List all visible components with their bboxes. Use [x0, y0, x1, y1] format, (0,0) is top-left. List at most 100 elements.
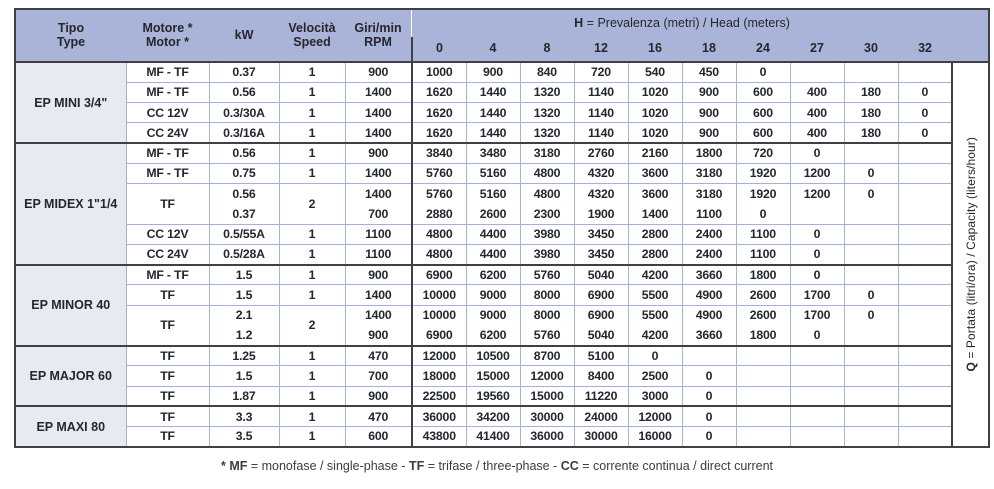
type-cell: EP MINI 3/4" [15, 61, 126, 143]
capacity-cell: 30000 [519, 405, 574, 427]
capacity-cell [843, 325, 898, 346]
table-row: TF 0.56 2 1400 5760 5160 4800 4320 3600 3180 1920 1… [15, 182, 989, 224]
capacity-cell: 5040 [573, 325, 628, 346]
capacity-cell: 1620 [411, 122, 466, 143]
motor-cell: TF [125, 344, 209, 366]
rpm-cell: 1400 [344, 81, 412, 103]
capacity-cell: 24000 [573, 405, 628, 427]
capacity-cell: 1920 [735, 182, 790, 204]
capacity-cell [843, 425, 898, 447]
speed-cell: 1 [278, 162, 345, 184]
head-col-label: 30 [844, 37, 898, 62]
motor-cell: TF [125, 385, 209, 407]
motor-cell: CC 12V [125, 101, 209, 123]
capacity-cell: 4200 [627, 325, 682, 346]
capacity-cell: 12000 [519, 365, 574, 386]
capacity-cell: 1200 [789, 162, 844, 184]
capacity-cell [897, 162, 953, 184]
capacity-cell: 2300 [519, 203, 574, 224]
capacity-cell: 180 [843, 101, 898, 123]
capacity-cell: 3000 [627, 385, 682, 407]
rpm-cell: 470 [344, 344, 412, 366]
capacity-cell: 5160 [465, 182, 520, 204]
rpm-cell: 900 [344, 60, 412, 83]
capacity-cell: 0 [681, 405, 736, 427]
capacity-cell [897, 203, 953, 224]
head-col-label: 27 [790, 37, 844, 62]
speed-cell: 1 [278, 284, 345, 305]
capacity-cell: 2600 [735, 304, 790, 326]
capacity-cell: 400 [789, 81, 844, 103]
capacity-cell: 5500 [627, 284, 682, 305]
capacity-cell [789, 405, 844, 427]
capacity-cell: 0 [735, 60, 790, 83]
capacity-cell: 450 [681, 60, 736, 83]
footnote-segment: = corrente continua / direct current [578, 459, 774, 473]
capacity-cell: 600 [735, 122, 790, 143]
capacity-axis-symbol: Q [963, 362, 978, 372]
capacity-cell: 5160 [465, 162, 520, 184]
capacity-cell [789, 365, 844, 386]
capacity-cell [735, 425, 790, 447]
capacity-cell [897, 405, 953, 427]
capacity-cell: 1620 [411, 101, 466, 123]
capacity-cell: 0 [789, 325, 844, 346]
capacity-axis-label: Q = Portata (litri/ora) / Capacity (lite… [963, 137, 978, 372]
head-col-label: 12 [574, 37, 628, 62]
capacity-cell: 1920 [735, 162, 790, 184]
col-header-motor-it: Motore * [142, 20, 193, 35]
rpm-cell: 700 [344, 203, 412, 224]
capacity-cell: 1020 [627, 81, 682, 103]
capacity-cell [843, 223, 898, 245]
head-col-label: 24 [736, 37, 790, 62]
capacity-cell: 720 [735, 141, 790, 164]
header-row-2: 0 4 8 12 16 18 24 27 30 32 [15, 37, 989, 62]
capacity-cell [897, 182, 953, 204]
speed-cell: 1 [278, 344, 345, 366]
capacity-cell [843, 243, 898, 265]
capacity-cell: 0 [897, 81, 953, 103]
capacity-cell: 4900 [681, 284, 736, 305]
capacity-cell: 0 [627, 344, 682, 366]
capacity-cell: 1320 [519, 122, 574, 143]
motor-cell: TF [125, 183, 209, 224]
capacity-cell: 36000 [411, 405, 466, 427]
motor-cell: MF - TF [125, 162, 209, 184]
rpm-cell: 1400 [344, 162, 412, 184]
capacity-cell [735, 405, 790, 427]
head-meters-header: H = Prevalenza (metri) / Head (meters) [412, 9, 953, 37]
rpm-cell: 600 [344, 425, 412, 447]
capacity-cell: 36000 [519, 425, 574, 447]
capacity-cell [789, 385, 844, 407]
capacity-axis-cell: Q = Portata (litri/ora) / Capacity (lite… [951, 61, 990, 447]
capacity-cell: 8400 [573, 365, 628, 386]
rpm-cell: 900 [344, 263, 412, 285]
capacity-cell: 4800 [411, 243, 466, 265]
kw-cell: 3.3 [208, 405, 279, 427]
type-cell: EP MAXI 80 [15, 405, 126, 447]
table-row: EP MAXI 80 TF 3.3 1 470 36000 34200 30000 24000 1… [15, 405, 989, 447]
capacity-cell: 180 [843, 122, 898, 143]
capacity-cell: 10000 [411, 284, 466, 305]
capacity-cell [897, 60, 953, 83]
capacity-cell: 0 [735, 203, 790, 224]
col-header-rpm-en: RPM [364, 34, 392, 49]
capacity-cell: 6900 [573, 284, 628, 305]
capacity-cell: 3840 [411, 141, 466, 164]
capacity-cell: 3660 [681, 263, 736, 285]
motor-cell: CC 24V [125, 243, 209, 265]
capacity-cell: 8700 [519, 344, 574, 366]
capacity-cell: 2400 [681, 223, 736, 245]
capacity-cell: 1440 [465, 122, 520, 143]
capacity-cell: 0 [789, 223, 844, 245]
capacity-cell: 1400 [627, 203, 682, 224]
capacity-cell [843, 344, 898, 366]
capacity-cell: 720 [573, 60, 628, 83]
capacity-cell: 540 [627, 60, 682, 83]
pump-spec-table-wrap: Tipo Type Motore * Motor * kW Velocità Spee… [14, 8, 991, 448]
capacity-cell [843, 141, 898, 164]
rpm-cell: 1100 [344, 243, 412, 265]
kw-cell: 1.5 [208, 263, 279, 285]
capacity-cell: 12000 [411, 344, 466, 366]
capacity-cell: 3450 [573, 223, 628, 245]
